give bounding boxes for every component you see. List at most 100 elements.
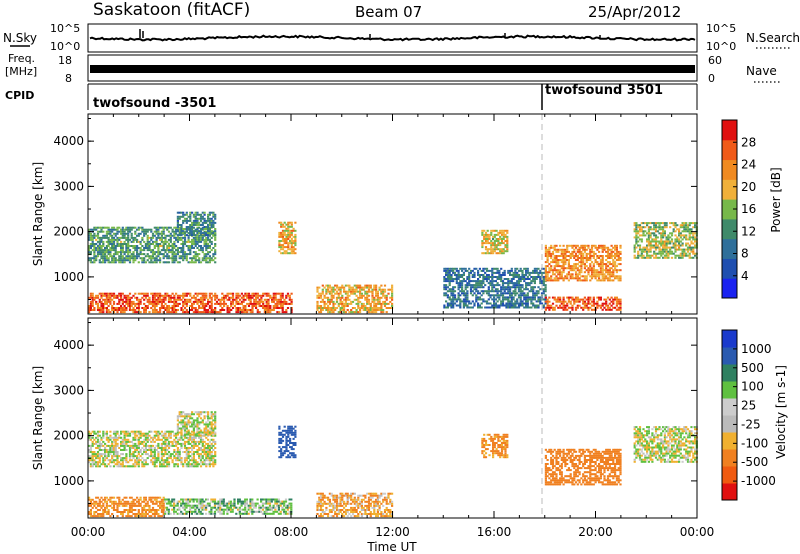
echo-cell xyxy=(199,230,203,233)
echo-cell xyxy=(277,498,280,501)
echo-cell xyxy=(592,271,595,274)
echo-cell xyxy=(514,306,517,309)
echo-cell xyxy=(576,279,579,282)
echo-cell xyxy=(198,217,201,220)
echo-cell xyxy=(127,240,130,243)
echo-cell xyxy=(104,261,107,264)
echo-cell xyxy=(355,298,358,301)
echo-cell xyxy=(497,244,500,247)
echo-cell xyxy=(362,305,365,307)
echo-cell xyxy=(100,500,103,503)
echo-cell xyxy=(256,311,259,314)
echo-cell xyxy=(594,246,597,249)
echo-cell xyxy=(576,244,579,247)
echo-cell xyxy=(466,286,469,289)
echo-cell xyxy=(484,267,487,270)
echo-cell xyxy=(143,232,146,235)
freq-panel-frame xyxy=(87,54,698,82)
echo-cell xyxy=(567,300,570,303)
echo-cell xyxy=(171,307,174,309)
cpid-segment-2: twofsound 3501 xyxy=(545,83,663,98)
echo-cell xyxy=(190,512,193,515)
echo-cell xyxy=(98,309,101,311)
echo-cell xyxy=(203,234,206,237)
echo-cell xyxy=(350,300,353,303)
echo-cell xyxy=(102,226,105,229)
echo-cell xyxy=(580,244,583,247)
echo-cell xyxy=(450,298,453,301)
echo-cell xyxy=(599,263,602,266)
echo-cell xyxy=(112,296,116,299)
echo-cell xyxy=(104,298,107,301)
echo-cell xyxy=(672,244,675,247)
echo-cell xyxy=(469,302,473,305)
echo-cell xyxy=(509,280,512,283)
echo-cell xyxy=(283,311,286,314)
echo-cell xyxy=(587,244,590,247)
echo-cell xyxy=(656,256,659,259)
echo-cell xyxy=(281,502,284,505)
echo-cell xyxy=(169,307,172,309)
echo-cell xyxy=(255,307,258,309)
echo-cell xyxy=(95,255,98,258)
echo-cell xyxy=(171,247,174,249)
echo-cell xyxy=(194,311,197,314)
echo-cell xyxy=(674,248,677,251)
echo-cell xyxy=(114,500,117,503)
echo-cell xyxy=(104,302,107,305)
echo-cell xyxy=(144,255,147,258)
echo-cell xyxy=(383,300,387,303)
echo-cell xyxy=(134,249,137,252)
echo-cell xyxy=(185,498,188,501)
echo-cell xyxy=(205,504,208,507)
echo-cell xyxy=(217,502,220,505)
echo-cell xyxy=(373,300,376,303)
echo-cell xyxy=(489,284,492,287)
echo-cell xyxy=(265,302,268,305)
echo-cell xyxy=(270,506,273,509)
echo-cell xyxy=(346,290,349,293)
echo-cell xyxy=(498,304,501,307)
echo-cell xyxy=(560,302,563,305)
echo-cell xyxy=(89,232,92,235)
echo-cell xyxy=(256,309,259,311)
echo-cell xyxy=(566,273,569,276)
echo-cell xyxy=(337,286,340,289)
echo-cell xyxy=(569,300,572,303)
echo-cell xyxy=(155,243,158,245)
echo-cell xyxy=(679,252,682,255)
echo-cell xyxy=(672,228,675,231)
echo-cell xyxy=(229,506,232,509)
echo-cell xyxy=(560,271,563,274)
echo-cell xyxy=(612,306,615,309)
echo-cell xyxy=(210,512,213,515)
echo-cell xyxy=(475,282,478,285)
echo-cell xyxy=(654,230,658,233)
echo-cell xyxy=(359,309,362,311)
echo-cell xyxy=(450,304,453,307)
echo-cell xyxy=(182,249,185,252)
echo-cell xyxy=(160,506,163,509)
echo-cell xyxy=(685,226,688,229)
echo-cell xyxy=(557,296,560,299)
echo-cell xyxy=(176,251,179,254)
echo-cell xyxy=(590,308,594,311)
echo-cell xyxy=(325,309,328,311)
echo-cell xyxy=(594,244,597,247)
echo-cell xyxy=(502,252,505,255)
echo-cell xyxy=(283,302,286,305)
echo-cell xyxy=(649,244,652,247)
echo-cell xyxy=(144,498,147,501)
echo-cell xyxy=(148,496,151,499)
echo-cell xyxy=(503,274,506,276)
echo-cell xyxy=(237,292,240,295)
echo-cell xyxy=(190,510,193,513)
echo-cell xyxy=(290,250,293,253)
echo-cell xyxy=(496,271,499,274)
echo-cell xyxy=(562,277,565,280)
echo-cell xyxy=(564,306,567,309)
echo-cell xyxy=(104,500,107,503)
echo-cell xyxy=(91,515,94,518)
echo-cell xyxy=(176,238,179,241)
echo-cell xyxy=(111,234,114,237)
